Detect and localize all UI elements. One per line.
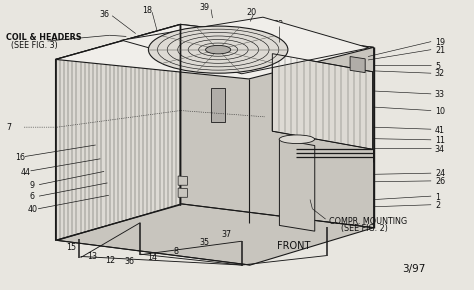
Text: 37: 37 <box>221 230 232 239</box>
Polygon shape <box>181 24 374 228</box>
Text: 44: 44 <box>20 168 30 177</box>
Text: 36: 36 <box>125 257 135 266</box>
Text: 15: 15 <box>66 243 76 252</box>
Text: 20: 20 <box>246 8 256 17</box>
Polygon shape <box>211 88 225 122</box>
Text: 18: 18 <box>143 6 153 15</box>
Polygon shape <box>350 57 365 72</box>
Ellipse shape <box>279 135 315 144</box>
Text: 10: 10 <box>435 107 445 116</box>
Text: 1: 1 <box>435 193 440 202</box>
Text: FRONT: FRONT <box>277 241 310 251</box>
Text: COMPR. MOUNTING: COMPR. MOUNTING <box>329 217 407 226</box>
Polygon shape <box>121 17 369 74</box>
Text: 16: 16 <box>16 153 26 162</box>
Text: 41: 41 <box>435 126 445 135</box>
Text: 5: 5 <box>435 61 440 70</box>
Text: 11: 11 <box>435 136 445 145</box>
Polygon shape <box>279 139 315 231</box>
Text: 40: 40 <box>27 205 37 214</box>
Polygon shape <box>55 24 374 79</box>
Polygon shape <box>57 204 374 265</box>
Text: 21: 21 <box>435 46 445 55</box>
Text: 8: 8 <box>173 247 178 256</box>
Text: 3/97: 3/97 <box>402 264 425 274</box>
Text: 6: 6 <box>30 192 35 201</box>
Text: (SEE FIG. 2): (SEE FIG. 2) <box>341 224 388 233</box>
Text: 33: 33 <box>435 90 445 99</box>
Text: COIL & HEADERS: COIL & HEADERS <box>6 33 82 42</box>
Text: 36: 36 <box>99 10 109 19</box>
Text: 22: 22 <box>273 20 283 29</box>
Polygon shape <box>55 24 181 240</box>
Text: 13: 13 <box>87 252 97 261</box>
Text: 32: 32 <box>435 69 445 78</box>
Text: 2: 2 <box>435 201 440 210</box>
Text: 24: 24 <box>435 169 445 178</box>
Polygon shape <box>178 188 188 197</box>
Text: 34: 34 <box>435 145 445 154</box>
Text: 35: 35 <box>199 238 209 246</box>
Text: 9: 9 <box>30 181 35 190</box>
Text: (SEE FIG. 3): (SEE FIG. 3) <box>11 41 57 50</box>
Text: 7: 7 <box>6 123 11 132</box>
Polygon shape <box>273 54 373 149</box>
Polygon shape <box>178 176 188 185</box>
Text: 12: 12 <box>106 256 116 265</box>
Ellipse shape <box>148 26 288 73</box>
Ellipse shape <box>206 46 231 54</box>
Text: 19: 19 <box>435 38 445 47</box>
Text: 26: 26 <box>435 177 445 186</box>
Text: 14: 14 <box>147 253 157 262</box>
Text: 39: 39 <box>200 3 210 12</box>
